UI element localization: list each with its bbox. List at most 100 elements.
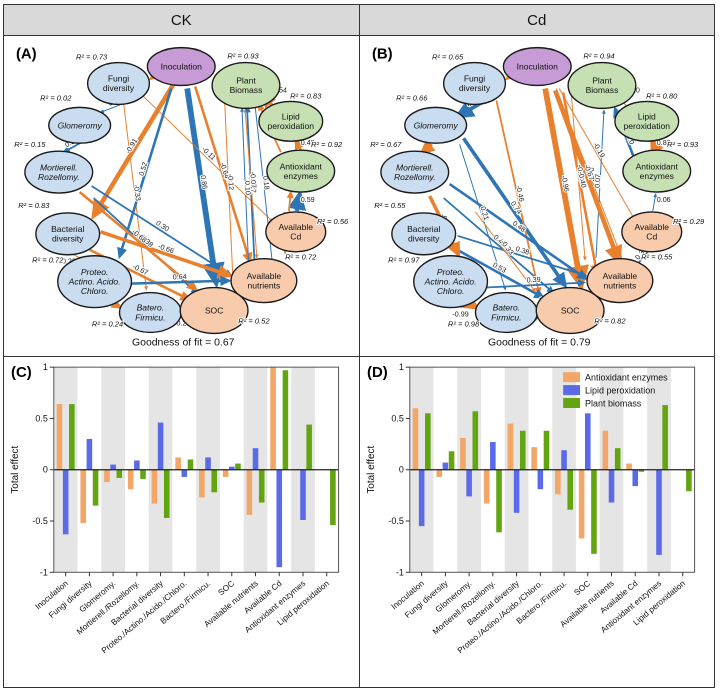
edge-coefficient-label: 0.83 — [656, 139, 670, 147]
y-axis-title: Total effect — [365, 446, 376, 494]
network-edge — [461, 137, 567, 289]
x-category-label: SOC — [572, 579, 592, 597]
node-label-lipid: Lipid peroxidation — [623, 112, 670, 132]
node-glomeromy: Glomeromy R² = 0.66 — [395, 92, 467, 144]
r-squared-label-soc: R² = 0.52 — [238, 316, 270, 325]
r-squared-label-mortierell: R² = 0.67 — [370, 140, 402, 149]
bar-antioxidant-enzymes — [151, 469, 158, 504]
x-category-label: SOC — [217, 579, 237, 597]
node-label-fungi: Fungi diversity — [103, 74, 135, 94]
node-label-inoculation: Inoculation — [516, 62, 558, 72]
legend-swatch-bar_blue — [562, 385, 580, 396]
node-nutrients: Available nutrients R² = 0.55 — [585, 252, 674, 304]
bar-lipid-peroxidation — [584, 413, 591, 470]
column-headers: CK Cd — [4, 5, 714, 36]
network-edge — [495, 100, 541, 296]
network-edge — [130, 275, 232, 287]
node-label-fungi: Fungi diversity — [458, 74, 490, 94]
node-ellipse-soc — [179, 286, 249, 335]
node-plant: Plant Biomass R² = 0.93 — [211, 51, 281, 110]
bar-antioxidant-enzymes — [199, 469, 205, 498]
bar-antioxidant-enzymes — [270, 367, 276, 470]
bar-plant-biomass — [590, 469, 597, 554]
edge-coefficient-label: -0.19 — [591, 141, 606, 159]
bar-plant-biomass — [448, 451, 454, 470]
node-ellipse-plant — [566, 61, 637, 110]
bar-lipid-peroxidation — [608, 469, 614, 503]
bar-lipid-peroxidation — [110, 464, 116, 470]
r-squared-label-mortierell: R² = 0.15 — [14, 140, 46, 149]
edge-coefficient-label: 0.06 — [656, 196, 670, 204]
edge-coefficient-label: -0.33 — [132, 184, 142, 201]
network-edge — [474, 211, 536, 293]
legend-label: Plant biomass — [585, 398, 642, 408]
r-squared-label-cd: R² = 0.56 — [317, 217, 349, 226]
node-ellipse-lipid — [258, 100, 324, 142]
bar-plant-biomass — [566, 469, 573, 510]
bar-lipid-peroxidation — [276, 469, 283, 568]
r-squared-label-bacterial: R² = 0.83 — [18, 201, 50, 210]
header-ck: CK — [4, 5, 359, 35]
y-axis-title: Total effect — [10, 446, 21, 494]
r-squared-label-cd: R² = 0.29 — [672, 217, 704, 226]
node-ellipse-lipid — [613, 100, 679, 142]
node-bacterial: Bacterial diversity R² = 0.83 — [17, 200, 101, 256]
network-edge — [91, 83, 176, 220]
node-fungi: Fungi diversity R² = 0.65 — [431, 52, 506, 106]
edge-coefficient-label: 0.64 — [173, 273, 187, 281]
node-label-proteo: Proteo. Actino. Acido. Chloro. — [68, 267, 121, 296]
network-edge — [91, 185, 233, 277]
node-ellipse-proteo — [412, 255, 488, 309]
network-edge — [482, 279, 586, 289]
node-ellipse-fungi — [86, 61, 151, 106]
node-antioxidant: Antioxidant enzymes R² = 0.92 — [266, 139, 344, 193]
y-tick-label: 0.5 — [35, 413, 47, 423]
bar-lipid-peroxidation — [157, 422, 164, 470]
bar-lipid-peroxidation — [418, 469, 424, 527]
node-label-soc: SOC — [560, 306, 579, 316]
bar-lipid-peroxidation — [560, 450, 567, 470]
bar-plant-biomass — [424, 413, 431, 470]
network-edge — [123, 102, 148, 291]
node-label-proteo: Proteo. Actino. Acido. Chloro. — [423, 267, 476, 296]
node-ellipse-nutrients — [230, 258, 298, 304]
goodness-of-fit: Goodness of fit = 0.67 — [132, 337, 235, 348]
r-squared-label-lipid: R² = 0.80 — [646, 91, 678, 100]
bar-antioxidant-enzymes — [222, 469, 229, 477]
legend-label: Antioxidant enzymes — [585, 373, 668, 383]
edge-coefficient-label: 0.27 — [249, 179, 258, 193]
network-edge — [193, 86, 253, 265]
bar-antioxidant-enzymes — [530, 447, 537, 470]
bar-chart-panel-d: 1 0.5 0 -0.5 -1 Inoculation Fungi diversity Glo… — [358, 357, 715, 687]
node-ellipse-bacterial — [390, 212, 456, 256]
node-label-plant: Plant Biomass — [230, 76, 263, 96]
network-edge — [240, 107, 250, 274]
bar-lipid-peroxidation — [513, 469, 519, 513]
network-edge — [595, 109, 606, 258]
bar-lipid-peroxidation — [442, 462, 448, 470]
node-ellipse-proteo — [57, 255, 133, 309]
node-label-nutrients: Available nutrients — [247, 271, 282, 291]
bar-plant-biomass — [614, 448, 620, 470]
node-lipid: Lipid peroxidation R² = 0.80 — [613, 90, 679, 142]
y-tick-label: -0.5 — [388, 516, 403, 526]
bar-lipid-peroxidation — [181, 469, 188, 477]
node-lipid: Lipid peroxidation R² = 0.83 — [258, 90, 324, 142]
network-row: -0.850.86-0.91-0.64-0.110.140.38-0.330.5… — [4, 36, 714, 356]
panel-label: (D) — [366, 364, 387, 381]
bar-antioxidant-enzymes — [578, 469, 584, 539]
node-ellipse-plant — [211, 61, 281, 110]
r-squared-label-antioxidant: R² = 0.93 — [667, 140, 699, 149]
edge-coefficient-label: -0.99 — [452, 310, 468, 318]
bar-plant-biomass — [163, 469, 170, 518]
network-edge — [458, 144, 506, 291]
edge-coefficient-label: 0.59 — [301, 196, 315, 204]
r-squared-label-lipid: R² = 0.83 — [290, 91, 322, 100]
network-edge — [448, 182, 588, 281]
y-tick-label: 0 — [43, 465, 48, 475]
bar-antioxidant-enzymes — [412, 408, 418, 470]
node-label-mortierell: Mortierell. Rozellomy. — [393, 162, 435, 182]
network-edge — [100, 230, 234, 279]
node-ellipse-cd — [265, 211, 327, 253]
